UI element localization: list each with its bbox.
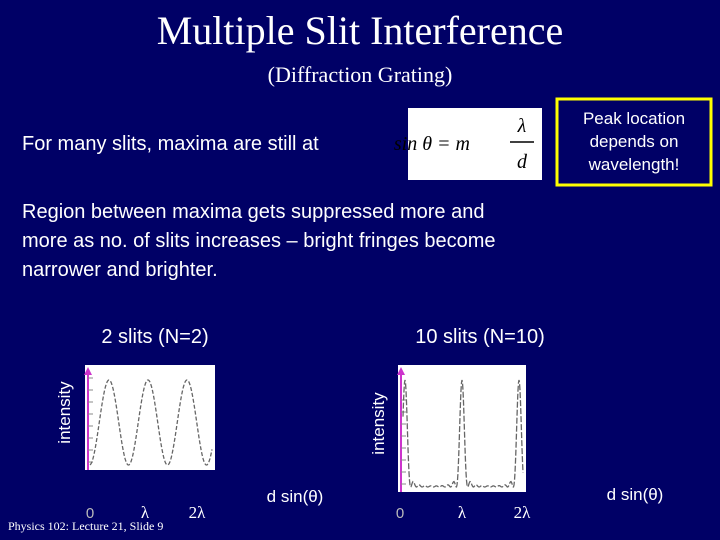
- subtitle: (Diffraction Grating): [268, 62, 453, 87]
- intro: For many slits, maxima are still at: [22, 133, 319, 155]
- plot-area: [398, 365, 526, 492]
- y-axis-arrow: [397, 367, 405, 375]
- x-tick-label: 0: [86, 505, 94, 522]
- body-line: narrower and brighter.: [22, 259, 218, 281]
- x-tick-label: 2λ: [514, 503, 532, 522]
- x-axis-label: d sin(θ): [607, 485, 664, 504]
- body-line: more as no. of slits increases – bright …: [22, 230, 496, 252]
- formula-denominator: d: [517, 151, 528, 173]
- body-text: Region between maxima gets suppressed mo…: [22, 201, 496, 281]
- formula-numerator: λ: [517, 115, 527, 137]
- x-tick-label: λ: [141, 503, 150, 522]
- plot-title: 10 slits (N=10): [415, 326, 545, 348]
- plot-title: 2 slits (N=2): [101, 326, 208, 348]
- body-line: Region between maxima gets suppressed mo…: [22, 201, 484, 223]
- plot: 2 slits (N=2) intensity 0 λ 2λ d sin(θ): [55, 326, 323, 522]
- x-tick-label: λ: [458, 503, 467, 522]
- note-line: wavelength!: [588, 155, 680, 174]
- y-axis-label: intensity: [369, 392, 388, 455]
- footer: Physics 102: Lecture 21, Slide 9: [8, 519, 163, 533]
- note-line: Peak location: [583, 109, 685, 128]
- x-tick-label: 2λ: [189, 503, 207, 522]
- note: Peak location depends on wavelength!: [583, 109, 685, 174]
- note-box: [555, 97, 713, 187]
- note-line: depends on: [590, 132, 679, 151]
- y-axis-label: intensity: [55, 381, 74, 444]
- x-tick-label: 0: [396, 505, 404, 522]
- formula-box: [408, 108, 542, 180]
- intensity-curve: [402, 379, 524, 488]
- title: Multiple Slit Interference: [157, 8, 564, 53]
- plot: 10 slits (N=10) intensity 0 λ 2λ d sin(θ): [369, 326, 663, 522]
- y-axis-arrow: [84, 367, 92, 375]
- formula-lhs: sin θ = m: [394, 133, 470, 155]
- intensity-curve: [89, 379, 213, 466]
- x-axis-label: d sin(θ): [267, 487, 324, 506]
